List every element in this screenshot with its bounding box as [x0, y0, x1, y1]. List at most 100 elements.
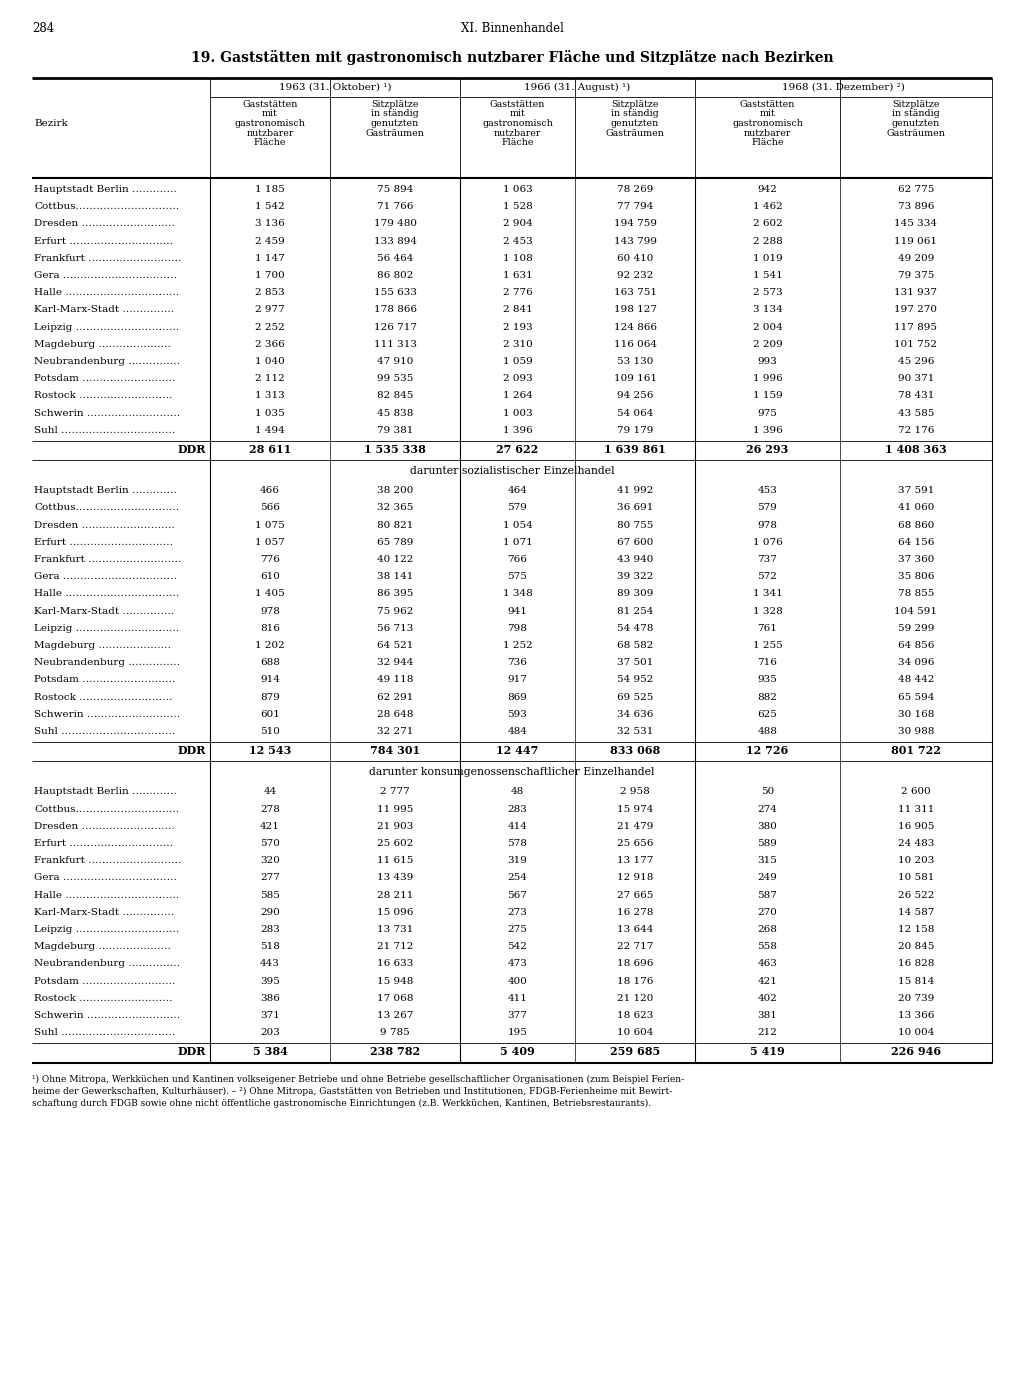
Text: Bezirk: Bezirk — [34, 119, 68, 128]
Text: 59 299: 59 299 — [898, 624, 934, 633]
Text: 25 602: 25 602 — [377, 838, 414, 848]
Text: 2 453: 2 453 — [503, 237, 532, 246]
Text: 1 700: 1 700 — [255, 271, 285, 280]
Text: 13 267: 13 267 — [377, 1011, 414, 1020]
Text: 77 794: 77 794 — [616, 202, 653, 211]
Text: Erfurt …………………………: Erfurt ………………………… — [34, 838, 173, 848]
Text: 75 894: 75 894 — [377, 186, 414, 194]
Text: 1963 (31. Oktober) ¹): 1963 (31. Oktober) ¹) — [279, 82, 391, 92]
Text: 126 717: 126 717 — [374, 322, 417, 332]
Text: Cottbus…………………………: Cottbus………………………… — [34, 202, 179, 211]
Text: 27 665: 27 665 — [616, 890, 653, 900]
Text: 572: 572 — [758, 572, 777, 582]
Text: 283: 283 — [260, 925, 280, 935]
Text: Halle ……………………………: Halle …………………………… — [34, 289, 179, 297]
Text: 2 209: 2 209 — [753, 340, 782, 349]
Text: nutzbarer: nutzbarer — [247, 128, 294, 138]
Text: 2 853: 2 853 — [255, 289, 285, 297]
Text: 238 782: 238 782 — [370, 1046, 420, 1057]
Text: 14 587: 14 587 — [898, 908, 934, 917]
Text: Karl-Marx-Stadt ……………: Karl-Marx-Stadt …………… — [34, 908, 174, 917]
Text: 1 408 363: 1 408 363 — [885, 444, 947, 455]
Text: Neubrandenburg ……………: Neubrandenburg …………… — [34, 960, 180, 968]
Text: Halle ……………………………: Halle …………………………… — [34, 590, 179, 598]
Text: 2 310: 2 310 — [503, 340, 532, 349]
Text: 274: 274 — [758, 805, 777, 813]
Text: 13 439: 13 439 — [377, 873, 414, 883]
Text: 2 600: 2 600 — [901, 787, 931, 797]
Text: 21 479: 21 479 — [616, 822, 653, 831]
Text: 593: 593 — [508, 710, 527, 718]
Text: 37 360: 37 360 — [898, 555, 934, 564]
Text: gastronomisch: gastronomisch — [732, 119, 803, 128]
Text: 60 410: 60 410 — [616, 254, 653, 262]
Text: 1 075: 1 075 — [255, 520, 285, 530]
Text: 203: 203 — [260, 1028, 280, 1038]
Text: 579: 579 — [508, 504, 527, 512]
Text: 40 122: 40 122 — [377, 555, 414, 564]
Text: 464: 464 — [508, 487, 527, 495]
Text: DDR: DDR — [177, 745, 206, 756]
Text: 1 159: 1 159 — [753, 392, 782, 400]
Text: Frankfurt ………………………: Frankfurt ……………………… — [34, 254, 181, 262]
Text: Cottbus…………………………: Cottbus………………………… — [34, 504, 179, 512]
Text: 978: 978 — [260, 607, 280, 615]
Text: 50: 50 — [761, 787, 774, 797]
Text: 1 185: 1 185 — [255, 186, 285, 194]
Text: Frankfurt ………………………: Frankfurt ……………………… — [34, 555, 181, 564]
Text: 78 431: 78 431 — [898, 392, 934, 400]
Text: Karl-Marx-Stadt ……………: Karl-Marx-Stadt …………… — [34, 306, 174, 314]
Text: 15 814: 15 814 — [898, 976, 934, 986]
Text: 1 252: 1 252 — [503, 640, 532, 650]
Text: 20 739: 20 739 — [898, 993, 934, 1003]
Text: 178 866: 178 866 — [374, 306, 417, 314]
Text: 1 396: 1 396 — [503, 425, 532, 435]
Text: 11 615: 11 615 — [377, 857, 414, 865]
Text: 453: 453 — [758, 487, 777, 495]
Text: Sitzplätze: Sitzplätze — [372, 100, 419, 109]
Text: 320: 320 — [260, 857, 280, 865]
Text: 421: 421 — [758, 976, 777, 986]
Text: 1 108: 1 108 — [503, 254, 532, 262]
Text: 32 944: 32 944 — [377, 658, 414, 667]
Text: Potsdam ………………………: Potsdam ……………………… — [34, 976, 175, 986]
Text: 484: 484 — [508, 727, 527, 737]
Text: ¹) Ohne Mitropa, Werkküchen und Kantinen volkseigener Betriebe und ohne Betriebe: ¹) Ohne Mitropa, Werkküchen und Kantinen… — [32, 1074, 684, 1084]
Text: Karl-Marx-Stadt ……………: Karl-Marx-Stadt …………… — [34, 607, 174, 615]
Text: 2 904: 2 904 — [503, 219, 532, 229]
Text: mit: mit — [760, 109, 775, 119]
Text: 10 203: 10 203 — [898, 857, 934, 865]
Text: 1968 (31. Dezember) ²): 1968 (31. Dezember) ²) — [782, 82, 905, 92]
Text: Gera ……………………………: Gera …………………………… — [34, 271, 177, 280]
Text: 80 755: 80 755 — [616, 520, 653, 530]
Text: Magdeburg …………………: Magdeburg ………………… — [34, 942, 171, 951]
Text: 49 118: 49 118 — [377, 675, 414, 685]
Text: 1 396: 1 396 — [753, 425, 782, 435]
Text: 270: 270 — [758, 908, 777, 917]
Text: 2 193: 2 193 — [503, 322, 532, 332]
Text: in ständig: in ständig — [892, 109, 940, 119]
Text: 56 713: 56 713 — [377, 624, 414, 633]
Text: XI. Binnenhandel: XI. Binnenhandel — [461, 22, 563, 35]
Text: Neubrandenburg ……………: Neubrandenburg …………… — [34, 658, 180, 667]
Text: 78 269: 78 269 — [616, 186, 653, 194]
Text: 78 855: 78 855 — [898, 590, 934, 598]
Text: 566: 566 — [260, 504, 280, 512]
Text: 2 288: 2 288 — [753, 237, 782, 246]
Text: 18 176: 18 176 — [616, 976, 653, 986]
Text: 10 581: 10 581 — [898, 873, 934, 883]
Text: 81 254: 81 254 — [616, 607, 653, 615]
Text: 16 828: 16 828 — [898, 960, 934, 968]
Text: 80 821: 80 821 — [377, 520, 414, 530]
Text: 27 622: 27 622 — [497, 444, 539, 455]
Text: Hauptstadt Berlin ………….: Hauptstadt Berlin …………. — [34, 186, 177, 194]
Text: 278: 278 — [260, 805, 280, 813]
Text: 283: 283 — [508, 805, 527, 813]
Text: 1 462: 1 462 — [753, 202, 782, 211]
Text: Magdeburg …………………: Magdeburg ………………… — [34, 640, 171, 650]
Text: 62 291: 62 291 — [377, 692, 414, 702]
Text: Fläche: Fläche — [502, 138, 534, 146]
Text: 111 313: 111 313 — [374, 340, 417, 349]
Text: 2 093: 2 093 — [503, 374, 532, 384]
Text: 585: 585 — [260, 890, 280, 900]
